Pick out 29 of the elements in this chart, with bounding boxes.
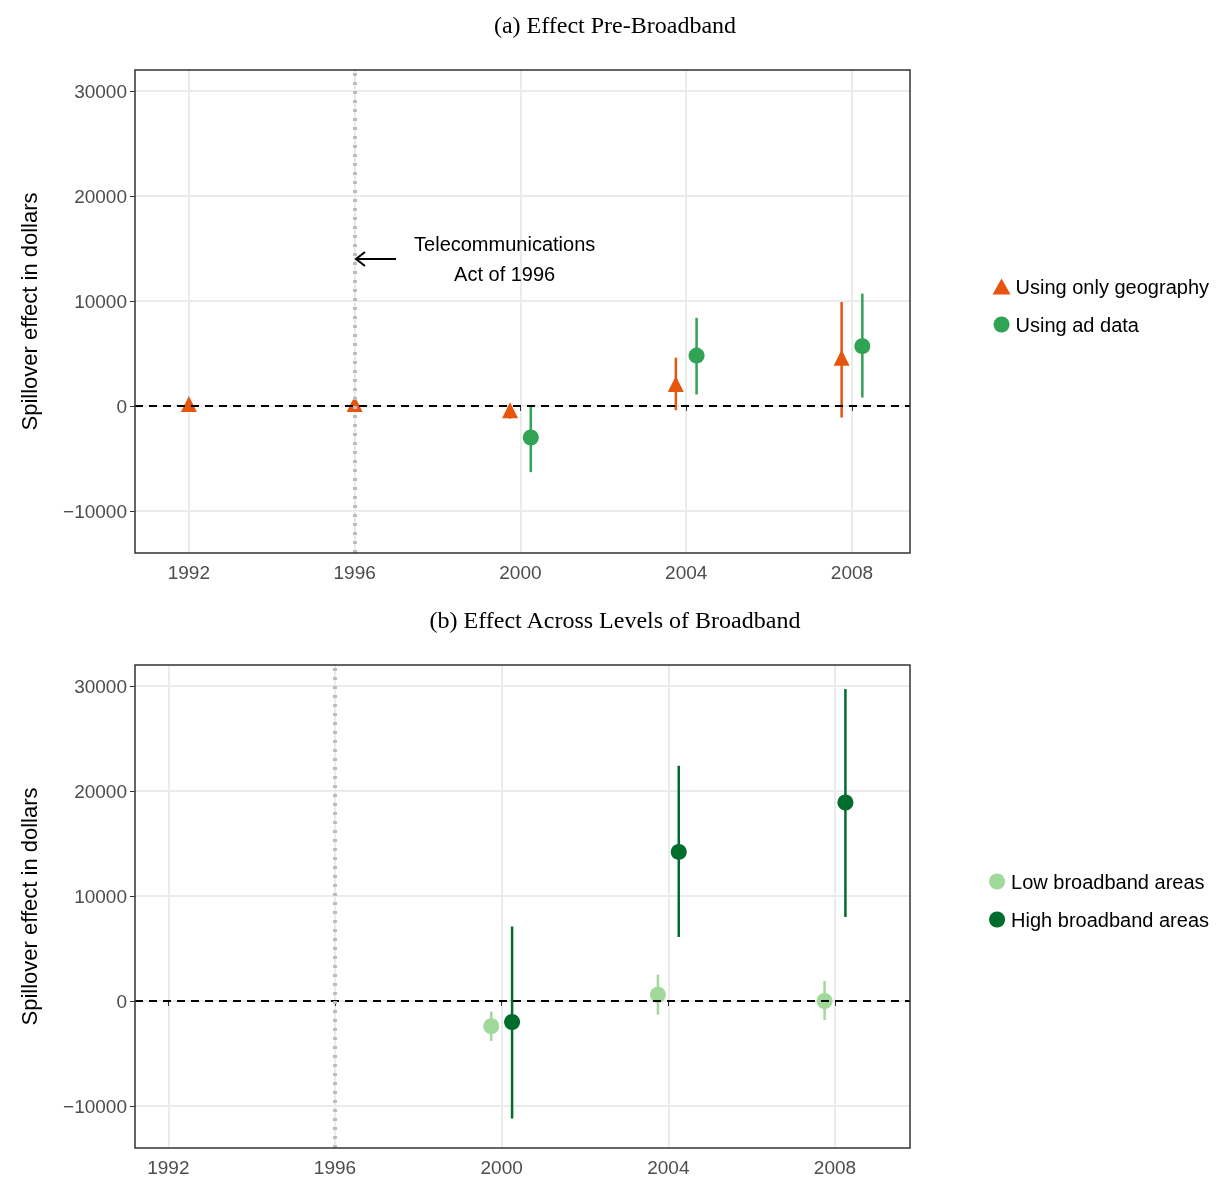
x-tick-label: 1996 [313, 1157, 357, 1178]
y-axis-title: Spillover effect in dollars [16, 192, 42, 431]
legend-label: Low broadband areas [1011, 870, 1205, 893]
y-tick-label: 10000 [74, 290, 127, 312]
chart-title: (b) Effect Across Levels of Broadband [429, 607, 801, 633]
x-tick-label: 1996 [333, 562, 376, 583]
y-tick-label: 30000 [74, 80, 127, 102]
y-tick-label: −10000 [63, 1095, 127, 1117]
y-tick-label: 20000 [74, 780, 127, 802]
x-tick-label: 1992 [147, 1157, 190, 1178]
y-tick-label: 30000 [74, 675, 127, 697]
y-tick-label: −10000 [63, 500, 127, 522]
legend-label: Using ad data [1015, 313, 1140, 336]
y-axis-title: Spillover effect in dollars [16, 787, 42, 1026]
x-tick-label: 1992 [167, 562, 211, 583]
x-tick-label: 2004 [647, 1157, 690, 1178]
legend-label: High broadband areas [1011, 908, 1209, 931]
chart-title: (a) Effect Pre-Broadband [493, 12, 737, 38]
x-tick-label: 2004 [665, 562, 708, 583]
x-tick-label: 2008 [813, 1157, 857, 1178]
x-tick-label: 2000 [499, 562, 542, 583]
legend-label: Using only geography [1015, 275, 1210, 298]
y-tick-label: 0 [116, 395, 127, 417]
x-tick-label: 2008 [830, 562, 874, 583]
annotation: Telecommunications Act of 1996 [414, 233, 596, 285]
y-tick-label: 10000 [74, 885, 127, 907]
x-tick-label: 2000 [480, 1157, 523, 1178]
y-tick-label: 20000 [74, 185, 127, 207]
y-tick-label: 0 [116, 990, 127, 1012]
